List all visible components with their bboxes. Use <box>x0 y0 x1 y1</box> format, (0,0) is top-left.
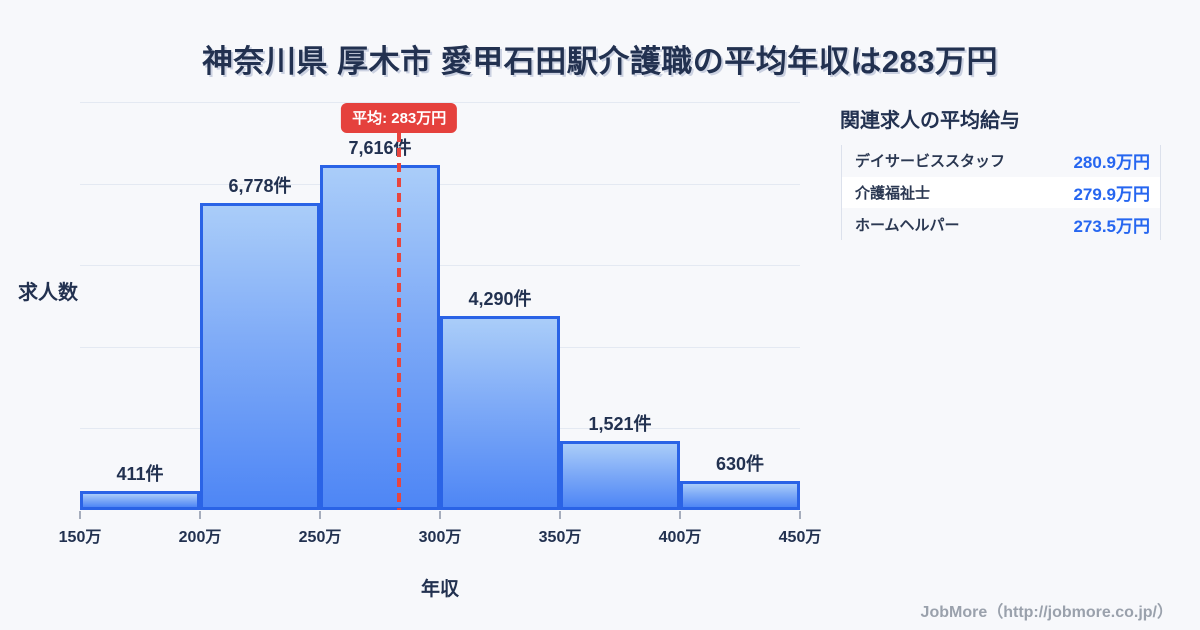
bar <box>680 481 800 510</box>
bar <box>320 164 440 510</box>
job-salary: 280.9万円 <box>1073 153 1150 173</box>
list-item: 介護福祉士 279.9万円 <box>842 176 1160 209</box>
x-tick-label: 400万 <box>658 529 702 546</box>
bar-value-label: 7,616件 <box>348 137 412 158</box>
y-axis-label: 求人数 <box>18 282 78 304</box>
x-tick-mark <box>799 511 801 519</box>
x-axis-label: 年収 <box>420 579 459 600</box>
related-jobs-list: デイサービススタッフ 280.9万円 介護福祉士 279.9万円 ホームヘルパー… <box>841 145 1161 241</box>
gridline <box>80 183 800 185</box>
x-tick-label: 150万 <box>58 529 102 546</box>
bar <box>440 315 560 510</box>
bar-value-label: 411件 <box>116 464 164 485</box>
bar-value-label: 1,521件 <box>588 414 652 435</box>
x-tick-mark <box>559 511 561 519</box>
bar-value-label: 4,290件 <box>468 288 532 309</box>
list-item: デイサービススタッフ 280.9万円 <box>842 145 1160 177</box>
bar <box>80 491 200 510</box>
job-title: 介護福祉士 <box>855 185 931 203</box>
average-badge: 平均: 283万円 <box>341 103 458 133</box>
x-tick-mark <box>679 511 681 519</box>
x-tick-mark <box>79 511 81 519</box>
x-tick-mark <box>199 511 201 519</box>
chart-plot-area: 平均: 283万円 411件 6,778件 7,616件 4,290件 1,521件 63… <box>80 102 800 510</box>
bar <box>200 202 320 510</box>
average-line <box>397 133 402 510</box>
page-title: 神奈川県 厚木市 愛甲石田駅介護職の平均年収は283万円 <box>202 44 998 79</box>
job-salary: 273.5万円 <box>1073 216 1150 236</box>
job-title: ホームヘルパー <box>855 216 960 234</box>
x-tick-mark <box>319 511 321 519</box>
job-title: デイサービススタッフ <box>855 153 1006 171</box>
gridline <box>80 102 800 103</box>
x-tick-label: 350万 <box>538 529 582 546</box>
x-tick-label: 250万 <box>298 529 342 546</box>
sidebar-heading: 関連求人の平均給与 <box>840 110 1020 132</box>
x-axis: 150万 200万 250万 300万 350万 400万 450万 <box>59 510 821 550</box>
x-tick-mark <box>439 511 441 519</box>
gridline <box>80 265 800 267</box>
x-tick-label: 450万 <box>778 529 822 546</box>
x-tick-label: 200万 <box>178 529 222 546</box>
bar <box>560 441 680 510</box>
footer-credit: JobMore（http://jobmore.co.jp/） <box>920 604 1173 621</box>
job-salary: 279.9万円 <box>1073 185 1150 205</box>
bar-value-label: 630件 <box>715 454 765 475</box>
list-item: ホームヘルパー 273.5万円 <box>842 208 1160 240</box>
bar-value-label: 6,778件 <box>228 175 292 196</box>
x-tick-label: 300万 <box>418 529 462 546</box>
